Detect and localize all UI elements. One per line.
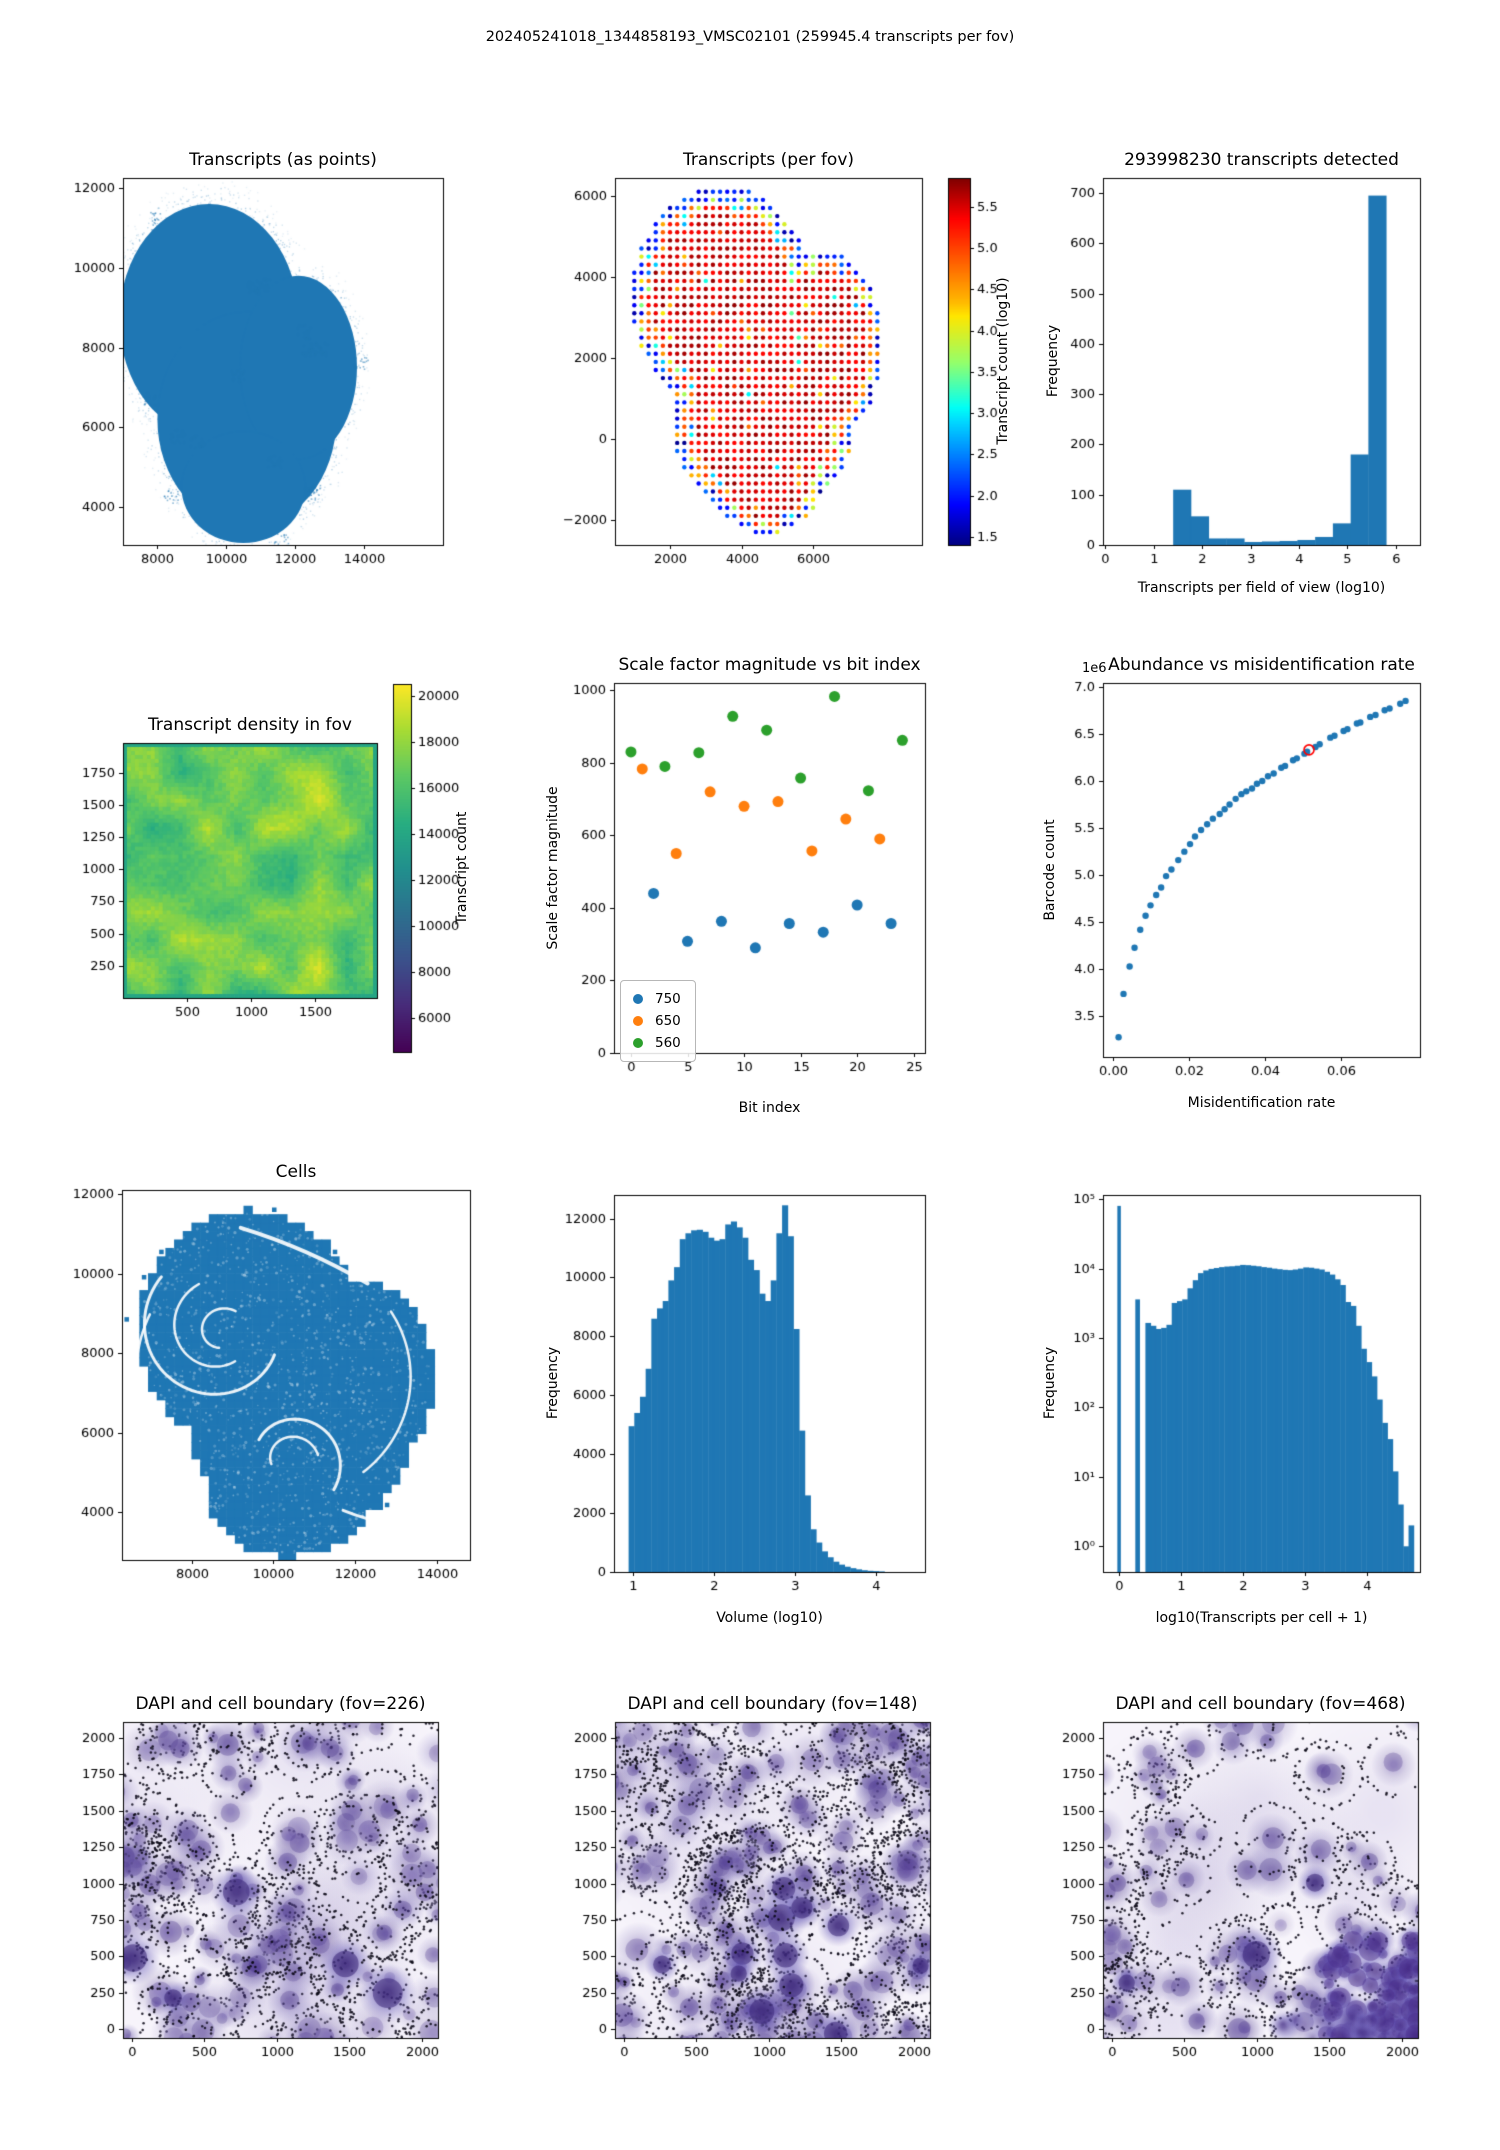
scale-factor-title: Scale factor magnitude vs bit index: [618, 655, 921, 675]
tpc-hist-xlabel: log10(Transcripts per cell + 1): [1155, 1610, 1368, 1626]
abundance-ylabel: Barcode count: [1042, 819, 1058, 921]
legend-label-750: 750: [655, 991, 681, 1007]
legend-row-750: 750: [631, 988, 681, 1010]
scale-factor-ylabel: Scale factor magnitude: [545, 786, 561, 950]
transcripts-per-fov-title: Transcripts (per fov): [682, 150, 855, 170]
legend-row-650: 650: [631, 1010, 681, 1032]
transcripts-hist-xlabel: Transcripts per field of view (log10): [1137, 580, 1386, 596]
cells-title: Cells: [275, 1162, 317, 1182]
legend-marker-750-icon: [633, 994, 643, 1004]
transcripts-hist-ylabel: Frequency: [1045, 324, 1061, 398]
dapi-148-title: DAPI and cell boundary (fov=148): [627, 1694, 918, 1714]
legend-marker-560-icon: [633, 1038, 643, 1048]
density-colorbar-label: Transcript count: [454, 811, 470, 925]
legend-label-650: 650: [655, 1013, 681, 1029]
transcripts-detected-title: 293998230 transcripts detected: [1124, 150, 1399, 170]
barcode-count-offset-text: 1e6: [1082, 661, 1107, 676]
scale-factor-xlabel: Bit index: [738, 1100, 801, 1116]
volume-hist-xlabel: Volume (log10): [716, 1610, 823, 1626]
figure-title: 202405241018_1344858193_VMSC02101 (25994…: [485, 29, 1015, 45]
volume-hist-ylabel: Frequency: [545, 1346, 561, 1420]
legend-marker-650-icon: [633, 1016, 643, 1026]
fov-colorbar-label: Transcript count (log10): [995, 277, 1011, 445]
dapi-226-title: DAPI and cell boundary (fov=226): [135, 1694, 426, 1714]
legend-row-560: 560: [631, 1032, 681, 1054]
legend-label-560: 560: [655, 1035, 681, 1051]
scale-factor-legend: 750 650 560: [620, 980, 696, 1062]
tpc-hist-ylabel: Frequency: [1042, 1346, 1058, 1420]
abundance-xlabel: Misidentification rate: [1187, 1095, 1336, 1111]
abundance-title: Abundance vs misidentification rate: [1108, 655, 1415, 675]
density-heatmap-title: Transcript density in fov: [148, 715, 352, 735]
dapi-468-title: DAPI and cell boundary (fov=468): [1115, 1694, 1406, 1714]
transcripts-points-title: Transcripts (as points): [189, 150, 377, 170]
